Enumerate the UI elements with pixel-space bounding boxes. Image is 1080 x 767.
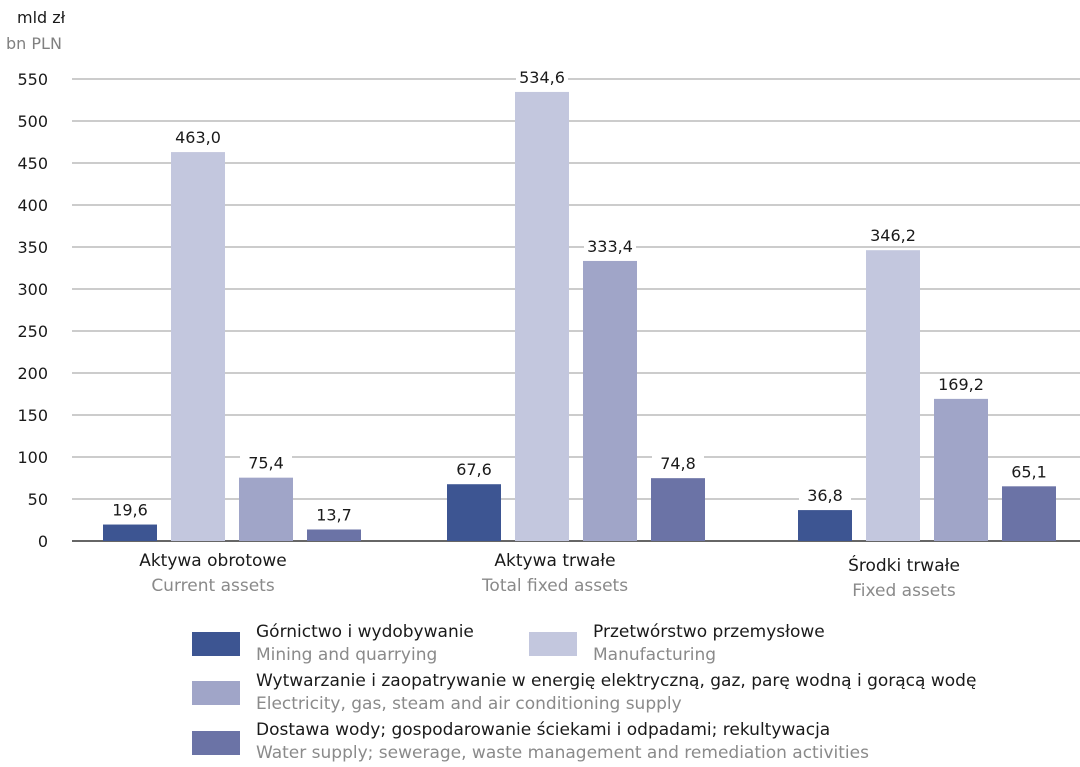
category-label-pl-2: Środki trwałe xyxy=(848,554,960,576)
category-label-en-0: Current assets xyxy=(151,576,275,596)
y-axis-unit-pl: mld zł xyxy=(17,8,66,27)
data-label-mining-2: 36,8 xyxy=(807,486,843,505)
data-label-mining-1: 67,6 xyxy=(456,460,492,479)
data-label-electricity-1: 333,4 xyxy=(587,237,633,256)
data-label-manufacturing-0: 463,0 xyxy=(175,128,221,147)
legend-label-mining-pl: Górnictwo i wydobywanie xyxy=(256,622,474,642)
legend-swatch-water xyxy=(192,731,240,755)
y-tick-label-300: 300 xyxy=(17,280,48,299)
data-label-water-2: 65,1 xyxy=(1011,462,1047,481)
y-tick-label-450: 450 xyxy=(17,154,48,173)
y-tick-label-50: 50 xyxy=(28,490,48,509)
data-label-bg-mining-2 xyxy=(799,485,851,507)
legend-label-water-en: Water supply; sewerage, waste management… xyxy=(256,743,869,763)
data-label-bg-mining-0 xyxy=(104,499,156,521)
data-label-manufacturing-2: 346,2 xyxy=(870,226,916,245)
data-label-electricity-0: 75,4 xyxy=(248,454,284,473)
data-label-bg-water-2 xyxy=(1003,461,1055,483)
bar-electricity-0 xyxy=(239,477,293,541)
data-label-mining-0: 19,6 xyxy=(112,501,148,520)
bar-water-2 xyxy=(1002,486,1056,541)
category-label-en-1: Total fixed assets xyxy=(481,576,628,596)
bar-chart: 0 50 100 150 200 250 300 350 400 450 500 550 19,6 67,… xyxy=(17,66,1080,600)
bar-mining-2 xyxy=(798,510,852,541)
y-tick-label-100: 100 xyxy=(17,448,48,467)
legend-label-manufacturing-en: Manufacturing xyxy=(593,645,717,665)
data-label-bg-electricity-2 xyxy=(935,373,987,395)
category-label-pl-1: Aktywa trwałe xyxy=(494,551,615,571)
y-tick-label-200: 200 xyxy=(17,364,48,383)
bar-water-1 xyxy=(651,478,705,541)
data-label-bg-manufacturing-1 xyxy=(516,66,568,88)
bar-manufacturing-1 xyxy=(515,91,569,541)
bar-manufacturing-0 xyxy=(171,152,225,541)
y-tick-label-250: 250 xyxy=(17,322,48,341)
bar-mining-0 xyxy=(103,524,157,541)
legend-swatch-mining xyxy=(192,632,240,656)
bar-water-0 xyxy=(307,529,361,541)
y-tick-label-0: 0 xyxy=(38,532,48,551)
bar-mining-1 xyxy=(447,484,501,541)
legend-swatch-electricity xyxy=(192,681,240,705)
legend-label-water-pl: Dostawa wody; gospodarowanie ściekami i … xyxy=(256,720,831,740)
y-tick-label-500: 500 xyxy=(17,112,48,131)
data-label-water-1: 74,8 xyxy=(660,454,696,473)
category-label-pl-0: Aktywa obrotowe xyxy=(139,551,287,571)
data-label-bg-manufacturing-0 xyxy=(172,127,224,149)
data-label-bg-water-1 xyxy=(652,453,704,475)
y-axis-unit-en: bn PLN xyxy=(6,34,62,53)
legend-label-mining-en: Mining and quarrying xyxy=(256,645,438,665)
bar-manufacturing-2 xyxy=(866,250,920,541)
legend-label-electricity-en: Electricity, gas, steam and air conditio… xyxy=(256,694,682,714)
bar-electricity-2 xyxy=(934,398,988,541)
category-label-en-2: Fixed assets xyxy=(852,581,956,600)
y-tick-label-550: 550 xyxy=(17,70,48,89)
data-label-bg-electricity-1 xyxy=(584,235,636,257)
legend-label-manufacturing-pl: Przetwórstwo przemysłowe xyxy=(593,622,825,642)
data-label-bg-mining-1 xyxy=(448,459,500,481)
data-label-manufacturing-1: 534,6 xyxy=(519,68,565,87)
data-label-water-0: 13,7 xyxy=(316,505,352,524)
data-label-bg-manufacturing-2 xyxy=(867,225,919,247)
y-tick-label-400: 400 xyxy=(17,196,48,215)
legend-label-electricity-pl: Wytwarzanie i zaopatrywanie w energię el… xyxy=(256,671,977,691)
legend-swatch-manufacturing xyxy=(529,632,577,656)
y-tick-label-350: 350 xyxy=(17,238,48,257)
data-label-electricity-2: 169,2 xyxy=(938,375,984,394)
data-label-bg-water-0 xyxy=(308,504,360,526)
y-tick-label-150: 150 xyxy=(17,406,48,425)
data-label-bg-electricity-0 xyxy=(240,452,292,474)
bar-electricity-1 xyxy=(583,260,637,541)
